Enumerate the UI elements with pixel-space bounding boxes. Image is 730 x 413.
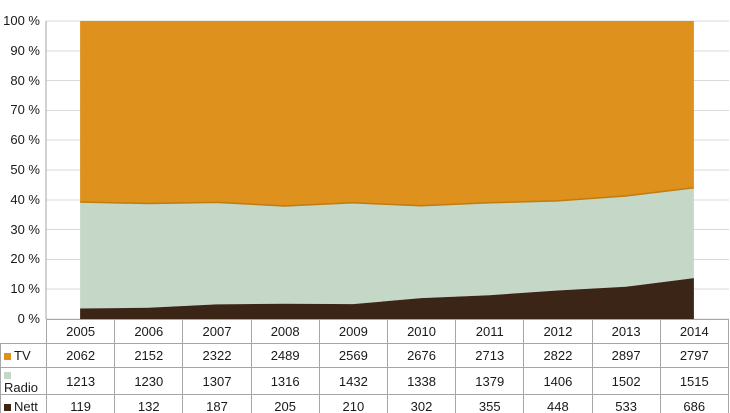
value-cell: 1230 [114,367,184,395]
value-cell: 2797 [659,343,729,368]
y-tick-label: 20 % [10,251,40,267]
year-header-cell: 2012 [523,319,593,344]
y-tick-label: 70 % [10,102,40,118]
value-cell: 2676 [386,343,457,368]
value-cell: 1338 [386,367,457,395]
year-header-cell: 2010 [386,319,457,344]
value-cell: 119 [45,394,116,413]
y-tick-label: 60 % [10,132,40,148]
value-cell: 2897 [591,343,661,368]
value-cell: 2489 [250,343,320,368]
year-header-cell: 2008 [250,319,320,344]
value-cell: 1515 [659,367,729,395]
y-tick-label: 30 % [10,221,40,237]
year-header-cell: 2007 [182,319,252,344]
radio-legend-swatch-icon [4,372,11,379]
value-cell: 210 [318,394,388,413]
value-cell: 205 [250,394,320,413]
radio-area [80,187,694,309]
nett-legend-swatch-icon [4,404,11,411]
value-cell: 1316 [250,367,320,395]
year-header-cell: 2005 [45,319,116,344]
legend-label: TV [14,348,31,363]
year-header-row: 2005 2006 2007 2008 2009 2010 2011 2012 2013 2014 [1,319,729,344]
value-cell: 1379 [455,367,525,395]
legend-cell-radio: Radio [0,367,47,395]
value-cell: 187 [182,394,252,413]
value-cell: 2713 [455,343,525,368]
value-cell: 2322 [182,343,252,368]
value-cell: 1213 [45,367,116,395]
value-cell: 1502 [591,367,661,395]
legend-label: Nett [14,399,38,413]
value-cell: 355 [455,394,525,413]
legend-cell-tv: TV [0,343,47,368]
legend-label: Radio [4,380,38,395]
nett-area [80,278,694,319]
value-cell: 686 [659,394,729,413]
table-corner-cell [1,320,47,344]
value-cell: 2822 [523,343,593,368]
value-cell: 2569 [318,343,388,368]
value-cell: 533 [591,394,661,413]
y-tick-label: 0 % [17,311,40,326]
year-header-cell: 2011 [455,319,525,344]
value-cell: 2062 [45,343,116,368]
tv-area [80,21,694,206]
value-cell: 1432 [318,367,388,395]
y-tick-label: 90 % [10,42,40,58]
y-tick-label: 40 % [10,191,40,207]
tv-area-border [80,187,694,207]
value-cell: 132 [114,394,184,413]
y-tick-label: 10 % [10,281,40,297]
series-row-nett: Nett 119 132 187 205 210 302 355 448 533 686 [0,394,729,413]
plot-area [45,20,729,320]
y-tick-label: 50 % [10,162,40,177]
year-header-cell: 2006 [114,319,184,344]
series-row-radio: Radio 1213 1230 1307 1316 1432 1338 1379 1406 150… [0,367,729,395]
data-table: 2005 2006 2007 2008 2009 2010 2011 2012 2013 2014… [0,319,729,413]
value-cell: 1406 [523,367,593,395]
value-cell: 448 [523,394,593,413]
value-cell: 2152 [114,343,184,368]
series-row-tv: TV 2062 2152 2322 2489 2569 2676 2713 2822 2897 27… [0,343,729,368]
tv-legend-swatch-icon [4,353,11,360]
y-tick-label: 80 % [10,72,40,88]
year-header-cell: 2014 [659,319,729,344]
value-cell: 1307 [182,367,252,395]
legend-cell-nett: Nett [0,394,47,413]
year-header-cell: 2013 [591,319,661,344]
y-tick-label: 100 % [3,13,40,28]
year-header-cell: 2009 [318,319,388,344]
value-cell: 302 [386,394,457,413]
